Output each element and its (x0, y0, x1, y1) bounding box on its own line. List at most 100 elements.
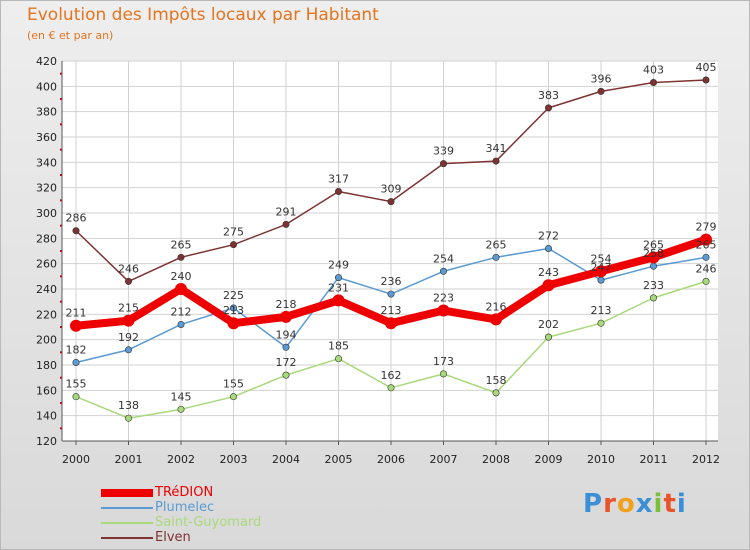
data-point-plumelec (72, 358, 80, 366)
y-minor-tick (60, 275, 62, 278)
x-tick-label: 2007 (430, 453, 458, 466)
data-label: 233 (643, 279, 664, 292)
data-point-elven (492, 157, 500, 165)
y-minor-tick (60, 326, 62, 328)
axis-layer: 120 140 160 180 200 220 240 260 280 300 320 340 360 3… (36, 55, 720, 466)
data-label: 194 (276, 328, 297, 341)
data-point-tr-dion (280, 310, 292, 323)
proxiti-logo: Proxiti (583, 489, 687, 519)
data-point-tr-dion (437, 304, 450, 317)
legend-label: Elven (155, 530, 191, 545)
data-label: 173 (433, 355, 454, 368)
y-tick-label: 320 (36, 182, 57, 195)
data-label: 172 (276, 356, 297, 369)
legend-swatch (101, 507, 153, 509)
data-label: 275 (223, 226, 244, 239)
data-point-saint-guyomard (649, 294, 657, 302)
y-tick-label: 200 (36, 334, 57, 347)
data-point-tr-dion (595, 265, 607, 278)
data-point-saint-guyomard (334, 355, 342, 363)
data-label: 231 (328, 281, 349, 294)
data-point-saint-guyomard (439, 370, 447, 378)
data-label: 246 (696, 262, 717, 275)
chart-subtitle: (en € et par an) (27, 29, 114, 42)
data-label: 240 (171, 270, 192, 283)
data-label: 213 (591, 304, 612, 317)
data-point-elven (177, 253, 185, 261)
data-label: 265 (171, 238, 192, 251)
data-label: 162 (381, 369, 402, 382)
data-label: 247 (591, 261, 612, 274)
y-minor-tick (60, 174, 62, 176)
data-label: 218 (276, 298, 297, 311)
y-tick-label: 260 (36, 258, 57, 271)
data-point-tr-dion (70, 319, 82, 332)
data-label: 405 (696, 61, 717, 74)
data-label: 272 (538, 229, 559, 242)
data-point-saint-guyomard (230, 393, 238, 401)
y-tick-label: 380 (36, 106, 57, 119)
x-tick-label: 2009 (535, 453, 563, 466)
data-point-plumelec (702, 253, 710, 261)
data-label: 158 (486, 374, 507, 387)
data-point-tr-dion (700, 233, 712, 246)
data-label: 254 (433, 252, 454, 265)
data-point-saint-guyomard (282, 371, 290, 379)
y-minor-tick (60, 72, 62, 75)
y-minor-tick (60, 199, 62, 202)
data-label: 403 (643, 64, 664, 77)
logo-letter: t (663, 489, 677, 519)
data-label: 249 (328, 259, 349, 272)
data-point-plumelec (492, 253, 500, 261)
data-point-elven (334, 187, 342, 195)
y-minor-tick (60, 98, 62, 100)
data-label: 243 (538, 266, 559, 279)
data-point-tr-dion (227, 317, 240, 330)
logo-letter: P (583, 489, 604, 519)
data-label: 185 (328, 340, 349, 353)
data-label: 383 (538, 89, 559, 102)
data-label: 155 (66, 378, 87, 391)
legend-swatch (101, 522, 153, 524)
data-label: 279 (696, 221, 717, 234)
data-point-elven (544, 104, 552, 112)
x-tick-label: 2004 (272, 453, 300, 466)
data-point-saint-guyomard (125, 414, 133, 422)
data-point-plumelec (334, 274, 342, 282)
data-point-plumelec (439, 267, 447, 275)
data-point-elven (702, 76, 710, 84)
data-point-plumelec (544, 244, 552, 252)
x-tick-label: 2001 (115, 453, 143, 466)
data-point-elven (282, 220, 290, 228)
y-minor-tick (60, 250, 62, 252)
chart-title: Evolution des Impôts locaux par Habitant (27, 5, 379, 25)
y-tick-label: 360 (36, 131, 57, 144)
y-minor-tick (60, 123, 62, 126)
data-point-saint-guyomard (387, 384, 395, 392)
y-minor-tick (60, 300, 62, 303)
y-tick-label: 220 (36, 308, 57, 321)
logo-letter: o (616, 489, 636, 519)
data-label-layer: 211 215 240 213 218 231 213 223 216 243 254 265 279 1… (66, 61, 717, 412)
x-tick-label: 2012 (692, 453, 720, 466)
y-minor-tick (60, 351, 62, 354)
y-minor-tick (60, 376, 62, 379)
data-point-saint-guyomard (702, 277, 710, 285)
data-point-saint-guyomard (72, 393, 80, 401)
data-point-plumelec (387, 290, 395, 298)
x-tick-label: 2005 (325, 453, 353, 466)
legend-swatch (101, 537, 153, 539)
data-label: 212 (171, 305, 192, 318)
data-label: 216 (486, 300, 507, 313)
x-tick-label: 2003 (220, 453, 248, 466)
data-point-tr-dion (542, 279, 555, 292)
data-point-elven (230, 241, 238, 249)
y-minor-tick (60, 402, 62, 404)
logo-letter: x (635, 489, 654, 519)
y-tick-label: 280 (36, 232, 57, 245)
data-point-saint-guyomard (177, 405, 185, 413)
data-point-elven (72, 227, 80, 235)
data-label: 145 (171, 390, 192, 403)
data-label: 215 (118, 302, 139, 315)
